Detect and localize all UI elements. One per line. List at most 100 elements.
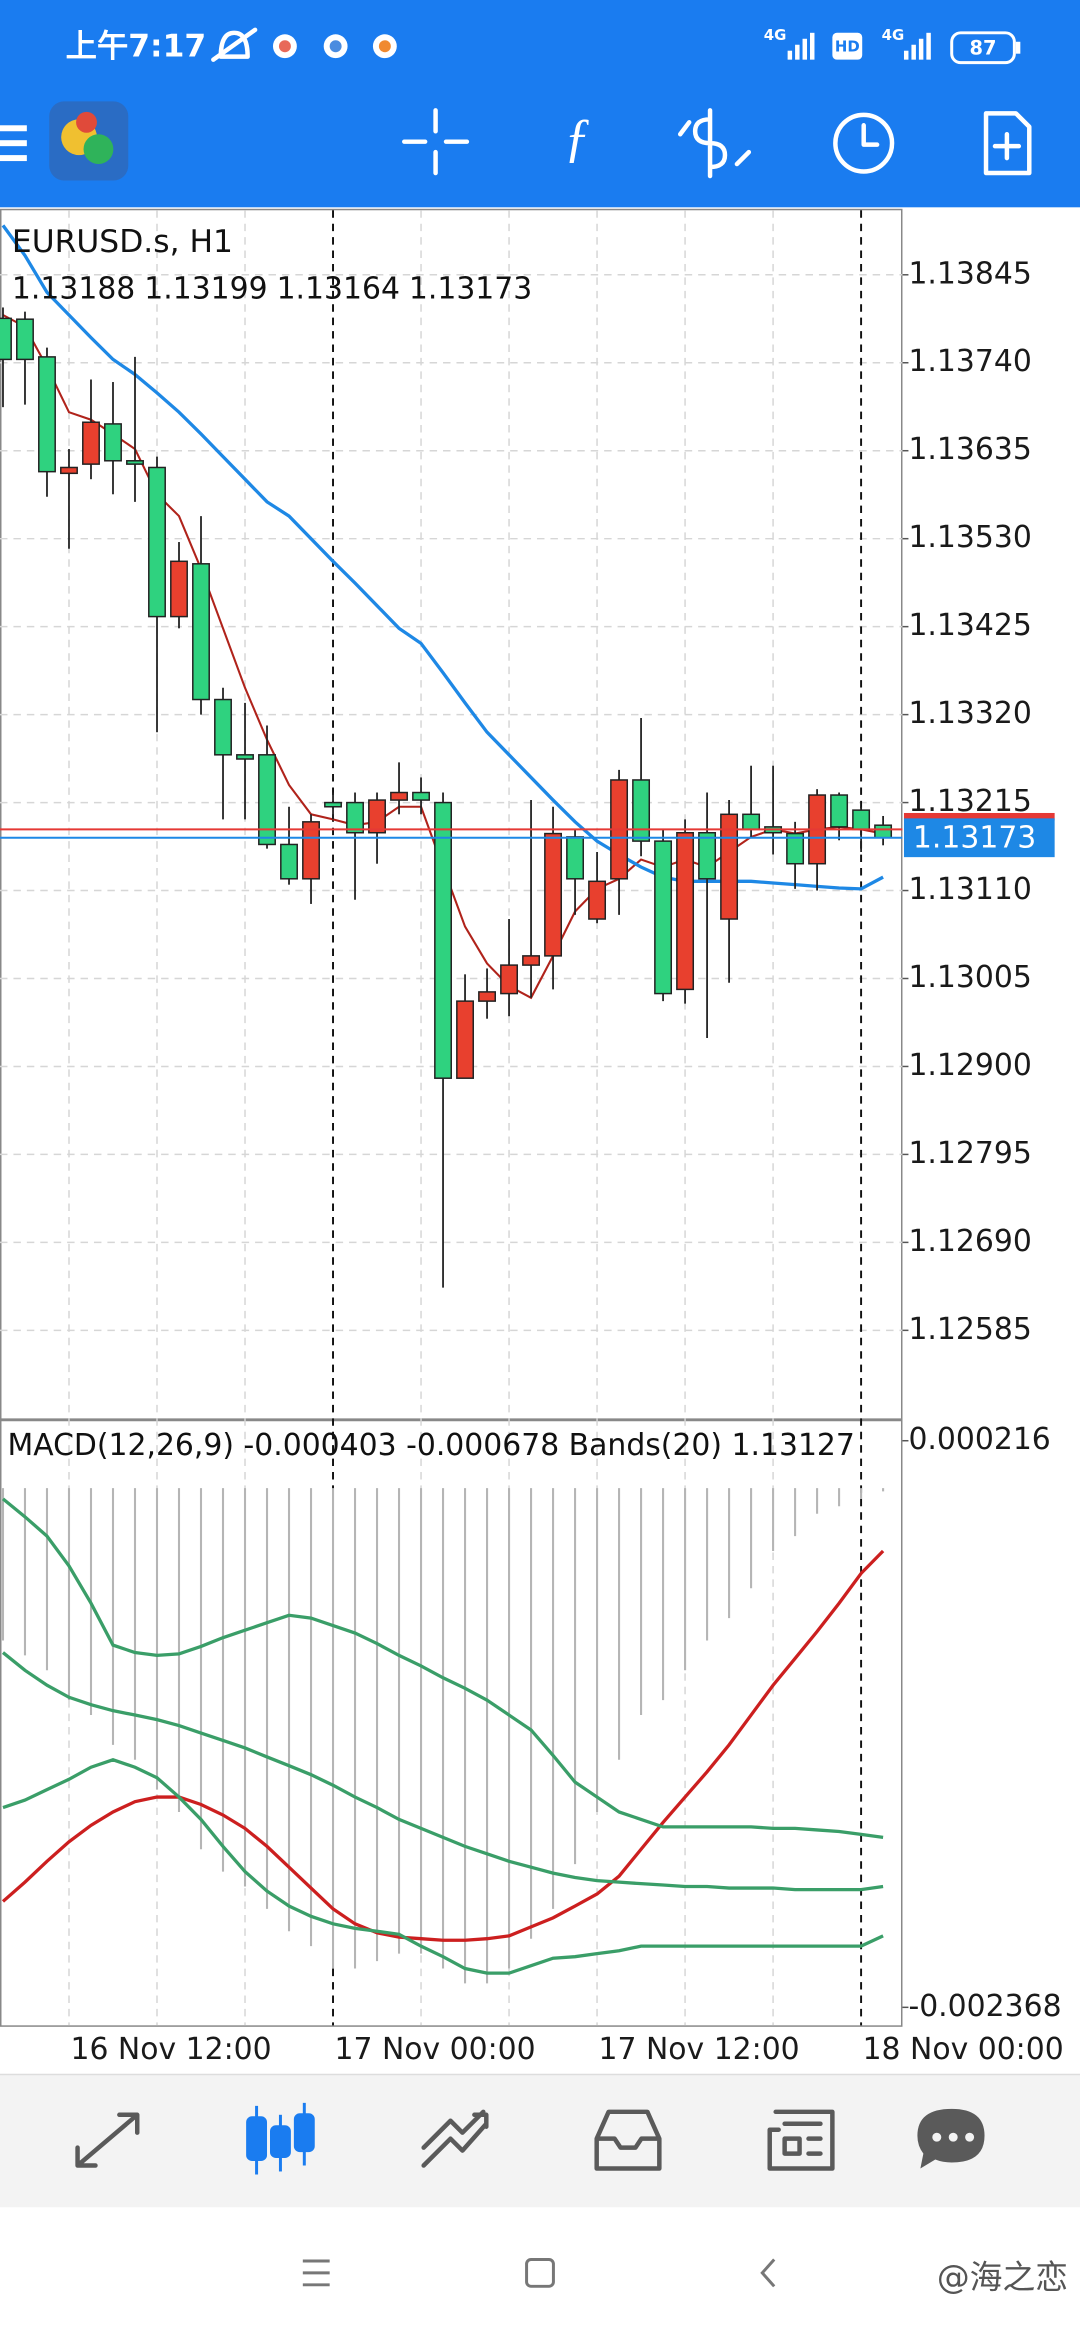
battery-tip [1015, 41, 1021, 54]
candle-body [104, 423, 122, 462]
indicators-button[interactable]: ƒ [564, 108, 591, 168]
high-value: 1.13199 [144, 271, 267, 306]
candle-body [566, 836, 585, 880]
battery [950, 31, 1016, 65]
y-tick-label: 1.13110 [908, 872, 1031, 907]
candle-body [280, 843, 298, 880]
candle-body [126, 460, 144, 465]
candle-body [874, 824, 893, 839]
candle-body [16, 318, 34, 361]
y-tick-label: 1.12900 [908, 1048, 1031, 1083]
candle-body [720, 813, 739, 920]
candle-body [346, 801, 364, 834]
y-tick-label: 1.13320 [908, 696, 1031, 731]
y-tick-label: 0.000216 [908, 1422, 1050, 1457]
close-value: 1.13173 [409, 271, 532, 306]
candle-body [82, 421, 100, 465]
candle-body [258, 754, 276, 846]
watermark: @海之恋 [937, 2258, 1068, 2296]
app-logo[interactable] [49, 101, 129, 181]
news-tab[interactable] [767, 2109, 835, 2171]
candle-body [214, 698, 232, 756]
chat-tab[interactable] [917, 2108, 985, 2169]
candle-body [588, 880, 607, 920]
chart-tab[interactable] [246, 2102, 315, 2175]
candle-body [786, 832, 805, 865]
candle-body [544, 832, 563, 957]
y-tick-label: 1.12585 [908, 1312, 1031, 1347]
back-button[interactable] [760, 2258, 776, 2288]
candle-body [302, 821, 320, 880]
candle-body [148, 466, 166, 618]
candle-body [654, 840, 673, 995]
notification-icons [211, 27, 397, 62]
indicator-line [1, 1497, 884, 1840]
network-label: 4G [882, 26, 905, 44]
candle-body [632, 779, 651, 842]
recents-button[interactable] [302, 2259, 330, 2287]
candle-body [324, 801, 342, 808]
battery-level: 87 [970, 37, 997, 60]
history-tab[interactable] [594, 2109, 662, 2171]
indicator-line [1, 1549, 885, 1942]
menu-button[interactable] [0, 125, 27, 162]
candle-body [60, 466, 78, 475]
signal-icon [903, 32, 931, 60]
y-tick-label: -0.002368 [908, 1989, 1061, 2024]
template-button[interactable] [983, 111, 1032, 176]
candle-body [390, 791, 408, 801]
indicator-title: MACD(12,26,9) -0.000403 -0.000678 Bands(… [7, 1428, 854, 1463]
crosshair-button[interactable] [402, 108, 470, 176]
network-label: 4G [764, 26, 787, 44]
indicator-line [2, 1758, 884, 1975]
candle-body [170, 560, 188, 618]
candle-body [852, 809, 871, 831]
app-bar [0, 0, 1080, 208]
bid-label: 1.13173 [913, 821, 1036, 856]
candle-body [830, 794, 849, 828]
timeframe-button[interactable] [833, 112, 895, 174]
y-tick-label: 1.13530 [908, 520, 1031, 555]
low-value: 1.13164 [277, 271, 400, 306]
hd-label: HD [835, 38, 860, 56]
indicator-line [1, 1651, 884, 1892]
open-value: 1.13188 [12, 271, 135, 306]
bottom-nav [0, 2074, 1080, 2208]
candle-body [456, 1000, 474, 1079]
signal-icon [787, 32, 815, 60]
x-tick-label: 16 Nov 12:00 [70, 2032, 271, 2067]
home-button[interactable] [525, 2257, 555, 2288]
candle-body [500, 964, 518, 995]
symbol-title: EURUSD.s, H1 [12, 224, 233, 260]
x-tick-label: 18 Nov 00:00 [863, 2032, 1064, 2067]
candle-body [742, 813, 761, 831]
hd-badge [832, 32, 863, 60]
quotes-tab[interactable] [75, 2112, 140, 2168]
y-tick-label: 1.13845 [908, 256, 1031, 291]
candle-body [0, 317, 12, 361]
ask-marker [903, 812, 1055, 821]
y-tick-label: 1.13425 [908, 608, 1031, 643]
candle-body [478, 991, 496, 1002]
bid-marker [903, 818, 1055, 858]
candle-body [434, 801, 452, 1079]
system-nav [302, 2257, 776, 2288]
candle-body [698, 831, 717, 880]
ohlc-readout: 1.13188 1.13199 1.13164 1.13173 [12, 271, 532, 306]
trade-tab[interactable] [421, 2109, 489, 2168]
x-tick-label: 17 Nov 12:00 [599, 2032, 800, 2067]
y-tick-label: 1.13005 [908, 960, 1031, 995]
candle-body [412, 791, 430, 801]
trade-button[interactable] [677, 108, 752, 179]
candle-body [368, 799, 386, 834]
x-tick-label: 17 Nov 00:00 [335, 2032, 536, 2067]
y-tick-label: 1.12690 [908, 1224, 1031, 1259]
y-tick-label: 1.12795 [908, 1136, 1031, 1171]
y-tick-label: 1.13740 [908, 344, 1031, 379]
candle-body [192, 563, 210, 701]
candle-body [236, 754, 254, 760]
candle-body [522, 955, 540, 966]
candle-body [676, 831, 695, 991]
candle-body [38, 356, 56, 473]
